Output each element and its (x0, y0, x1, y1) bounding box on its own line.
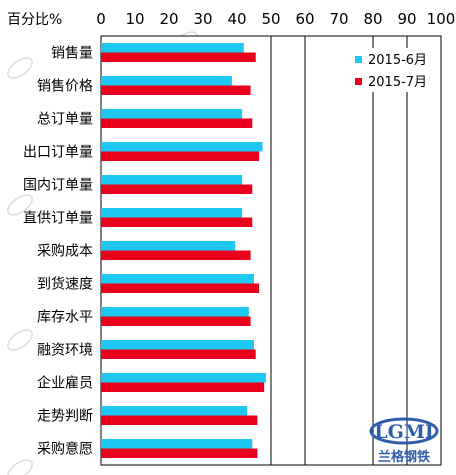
category-label-0: 销售量 (51, 46, 93, 62)
bar-jul-12 (101, 448, 258, 458)
category-label-2: 总订单量 (37, 112, 93, 128)
category-labels: 销售量销售价格总订单量出口订单量国内订单量直供订单量采购成本到货速度库存水平融资… (23, 46, 93, 458)
bar-jul-3 (101, 151, 260, 161)
category-label-10: 企业雇员 (37, 375, 93, 392)
bar-jul-2 (101, 118, 253, 128)
x-tick-label-40: 40 (227, 10, 246, 28)
logo-brand-text: 兰格钢铁 (378, 449, 430, 465)
bar-jun-2 (101, 109, 243, 119)
legend-label-1: 2015-7月 (368, 75, 427, 90)
category-label-1: 销售价格 (37, 79, 93, 95)
category-label-3: 出口订单量 (23, 145, 93, 161)
x-tick-label-60: 60 (295, 10, 314, 28)
category-label-11: 走势判断 (37, 409, 93, 425)
legend: 2015-6月 2015-7月 (345, 48, 439, 92)
bar-jun-9 (101, 340, 254, 350)
x-tick-label-70: 70 (329, 10, 348, 28)
category-label-6: 采购成本 (37, 244, 93, 260)
bar-jun-12 (101, 439, 253, 449)
bar-jul-4 (101, 184, 253, 194)
bar-jun-8 (101, 307, 249, 317)
legend-swatch-1 (355, 78, 362, 85)
x-tick-label-20: 20 (159, 10, 178, 28)
gridlines (270, 36, 408, 465)
bar-jun-1 (101, 76, 232, 86)
bar-jun-7 (101, 274, 254, 284)
bar-jun-3 (101, 142, 263, 152)
category-label-9: 融资环境 (37, 343, 93, 359)
x-tick-label-80: 80 (363, 10, 382, 28)
category-label-12: 采购意愿 (37, 441, 93, 458)
bar-jun-6 (101, 241, 236, 251)
bar-jul-8 (101, 316, 251, 326)
bar-jul-1 (101, 85, 251, 95)
watermark-icon (7, 459, 33, 475)
watermark-icon (7, 194, 33, 216)
legend-label-0: 2015-6月 (368, 53, 427, 68)
category-label-4: 国内订单量 (23, 178, 93, 194)
x-axis-ticks: 0 10 20 30 40 50 60 70 80 90 100 (96, 10, 455, 28)
x-axis-unit-label: 百分比% (7, 12, 62, 28)
bar-jul-6 (101, 250, 251, 260)
bar-jun-10 (101, 373, 266, 383)
bar-jul-7 (101, 283, 260, 293)
bar-jul-0 (101, 52, 256, 62)
x-tick-label-90: 90 (397, 10, 416, 28)
x-tick-label-50: 50 (261, 10, 280, 28)
bar-jun-11 (101, 406, 248, 416)
bar-jul-5 (101, 217, 253, 227)
watermark-icon (7, 57, 33, 79)
bar-jul-9 (101, 349, 256, 359)
x-tick-label-10: 10 (125, 10, 144, 28)
logo-text: LGMI (374, 421, 434, 443)
category-label-8: 库存水平 (37, 310, 93, 326)
x-tick-label-30: 30 (193, 10, 212, 28)
category-label-7: 到货速度 (37, 276, 93, 293)
watermark-icon (7, 329, 33, 351)
bar-jul-11 (101, 415, 258, 425)
legend-swatch-0 (355, 56, 362, 63)
bar-jun-5 (101, 208, 243, 218)
bar-jul-10 (101, 382, 265, 392)
logo-ring-icon (369, 417, 439, 445)
bar-jun-4 (101, 175, 243, 185)
category-label-5: 直供订单量 (23, 210, 93, 227)
x-tick-label-100: 100 (427, 10, 456, 28)
brand-logo: LGMI 兰格钢铁 (369, 417, 439, 465)
bar-jun-0 (101, 43, 244, 53)
bars (101, 43, 266, 458)
x-tick-label-0: 0 (96, 10, 106, 28)
